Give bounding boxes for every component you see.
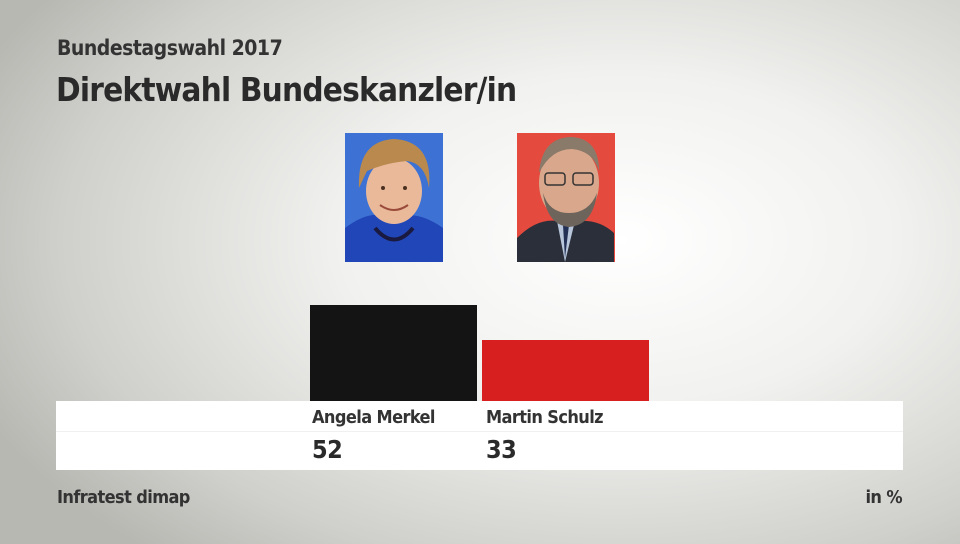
portrait-merkel [345,133,443,262]
label-schulz: Martin Schulz [486,407,604,428]
bar-merkel [310,305,477,401]
chart-title: Direktwahl Bundeskanzler/in [56,70,517,109]
chart-subtitle: Bundestagswahl 2017 [57,36,283,60]
bar-schulz [482,340,649,401]
unit-label: in % [865,487,902,508]
portrait-schulz [517,133,615,262]
value-merkel: 52 [312,435,343,464]
results-band [56,401,903,470]
source-label: Infratest dimap [57,487,190,508]
label-merkel: Angela Merkel [312,407,435,428]
value-schulz: 33 [486,435,517,464]
divider [56,431,903,432]
